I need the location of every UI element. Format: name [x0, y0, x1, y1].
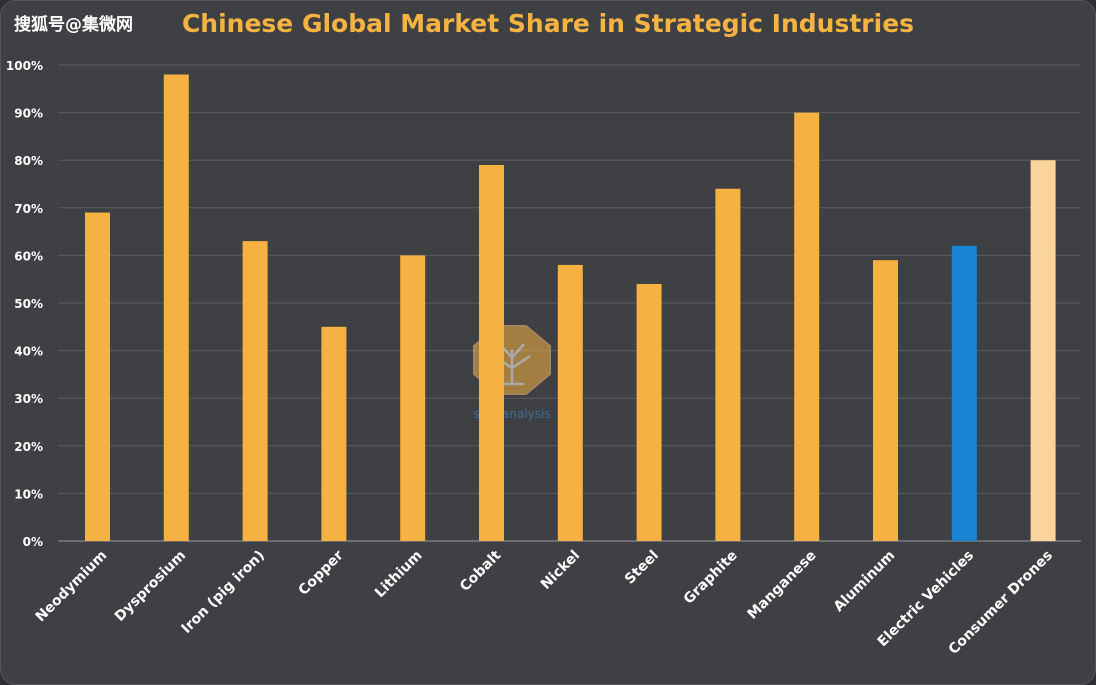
- x-tick-label: Steel: [622, 548, 662, 588]
- bar: [636, 283, 662, 541]
- watermark-text: 搜狐号@集微网: [14, 15, 133, 35]
- bar: [557, 264, 583, 541]
- x-tick-label: Dysprosium: [112, 548, 189, 625]
- y-tick-label: 30%: [14, 392, 43, 406]
- x-tick-label: Graphite: [681, 548, 741, 608]
- y-tick-label: 80%: [14, 154, 43, 168]
- bar: [321, 326, 347, 541]
- x-tick-label: Neodymium: [33, 548, 111, 626]
- x-tick-label: Cobalt: [457, 547, 504, 594]
- x-tick-label: Manganese: [744, 548, 819, 623]
- chart-title: Chinese Global Market Share in Strategic…: [181, 9, 915, 38]
- y-tick-label: 20%: [14, 440, 43, 454]
- y-tick-label: 0%: [23, 535, 43, 549]
- x-tick-label: Iron (pig iron): [179, 548, 268, 637]
- bar: [1030, 160, 1056, 541]
- y-tick-label: 40%: [14, 345, 43, 359]
- bar: [242, 241, 268, 541]
- bar: [715, 188, 741, 541]
- y-tick-label: 70%: [14, 202, 43, 216]
- y-tick-label: 100%: [6, 59, 43, 73]
- y-tick-label: 50%: [14, 297, 43, 311]
- y-tick-label: 60%: [14, 249, 43, 263]
- bars: [85, 74, 1056, 542]
- bar: [85, 212, 110, 541]
- x-tick-label: Lithium: [372, 548, 426, 602]
- x-tick-label: Nickel: [538, 548, 583, 593]
- x-tick-label: Aluminum: [831, 548, 899, 616]
- bar: [479, 164, 504, 541]
- bar: [873, 260, 898, 541]
- y-tick-label: 10%: [14, 487, 43, 501]
- bar: [951, 245, 977, 541]
- bar: [163, 74, 189, 542]
- bar: [400, 255, 426, 541]
- y-axis-tick-labels: 0% 10% 20% 30% 40% 50% 60% 70% 80% 90% 100%: [6, 59, 43, 549]
- y-tick-label: 90%: [14, 107, 43, 121]
- x-tick-label: Copper: [296, 547, 347, 598]
- bar: [794, 112, 820, 541]
